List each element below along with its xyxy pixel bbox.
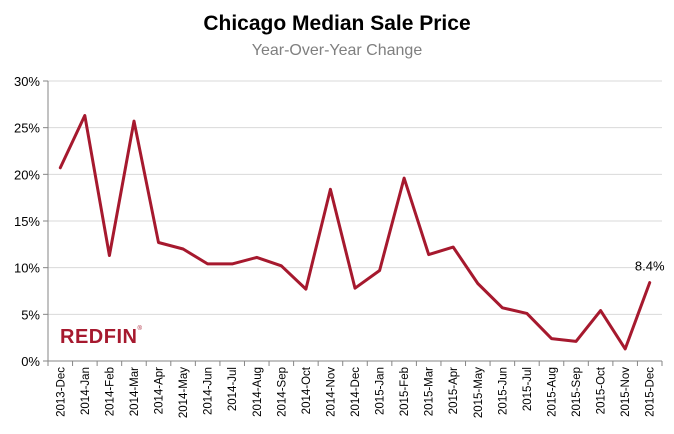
x-tick-label: 2014-Dec bbox=[350, 367, 362, 417]
chart-title: Chicago Median Sale Price bbox=[203, 12, 471, 35]
x-tick-label: 2015-Jan bbox=[375, 367, 387, 415]
y-tick-label: 0% bbox=[21, 354, 40, 369]
y-tick-label: 30% bbox=[14, 74, 40, 89]
x-tick-label: 2015-Oct bbox=[596, 366, 608, 414]
data-point bbox=[501, 306, 504, 309]
data-point bbox=[255, 256, 258, 259]
x-tick-label: 2015-Sep bbox=[571, 367, 583, 417]
data-point bbox=[550, 337, 553, 340]
x-tick-label: 2015-Feb bbox=[399, 367, 411, 416]
x-tick-label: 2015-Aug bbox=[546, 367, 558, 417]
data-point bbox=[476, 282, 479, 285]
data-point bbox=[280, 264, 283, 267]
y-tick-label: 10% bbox=[14, 261, 40, 276]
x-tick-label: 2014-Nov bbox=[325, 367, 337, 417]
data-point bbox=[599, 309, 602, 312]
x-tick-label: 2015-Apr bbox=[448, 367, 460, 414]
data-point bbox=[427, 253, 430, 256]
data-point bbox=[648, 281, 651, 284]
x-tick-label: 2015-Jul bbox=[522, 367, 534, 411]
data-point bbox=[132, 119, 136, 123]
x-tick-label: 2015-Mar bbox=[424, 367, 436, 416]
chart-subtitle: Year-Over-Year Change bbox=[251, 42, 423, 59]
data-point bbox=[574, 340, 578, 343]
data-point bbox=[623, 347, 627, 351]
logo-text: REDFIN bbox=[60, 326, 138, 348]
x-tick-label: 2014-Oct bbox=[301, 366, 313, 414]
x-tick-label: 2015-Dec bbox=[645, 367, 657, 417]
x-tick-label: 2014-Mar bbox=[129, 367, 141, 416]
y-tick-label: 20% bbox=[14, 167, 40, 182]
y-tick-label: 5% bbox=[21, 307, 40, 322]
data-point bbox=[304, 287, 308, 291]
x-tick-label: 2014-Jun bbox=[203, 367, 215, 415]
y-tick-label: 25% bbox=[14, 121, 40, 136]
data-point bbox=[231, 262, 234, 266]
data-point bbox=[329, 188, 332, 191]
redfin-logo: REDFIN® bbox=[60, 326, 142, 349]
x-tick-label: 2014-Sep bbox=[276, 367, 288, 417]
x-tick-label: 2014-Feb bbox=[104, 367, 116, 416]
x-tick-label: 2015-May bbox=[473, 367, 485, 418]
data-point bbox=[83, 114, 87, 117]
data-label: 8.4% bbox=[635, 259, 665, 274]
x-tick-label: 2014-May bbox=[178, 367, 190, 418]
data-point bbox=[157, 241, 160, 244]
data-point bbox=[59, 166, 62, 169]
data-point bbox=[452, 245, 455, 249]
x-tick-label: 2014-Apr bbox=[154, 367, 166, 414]
data-point bbox=[108, 254, 111, 257]
x-tick-label: 2014-Aug bbox=[252, 367, 264, 417]
logo-mark: ® bbox=[137, 326, 143, 332]
data-point bbox=[378, 269, 381, 272]
x-tick-label: 2013-Dec bbox=[55, 367, 67, 417]
x-tick-label: 2014-Jan bbox=[80, 367, 92, 415]
data-point bbox=[181, 247, 185, 251]
data-point bbox=[353, 287, 357, 290]
x-tick-label: 2014-Jul bbox=[227, 367, 239, 411]
data-point bbox=[402, 176, 406, 180]
data-point bbox=[525, 312, 529, 315]
x-tick-label: 2015-Jun bbox=[497, 367, 509, 415]
x-tick-label: 2015-Nov bbox=[620, 367, 632, 417]
data-point bbox=[206, 262, 209, 266]
y-tick-label: 15% bbox=[14, 214, 40, 229]
